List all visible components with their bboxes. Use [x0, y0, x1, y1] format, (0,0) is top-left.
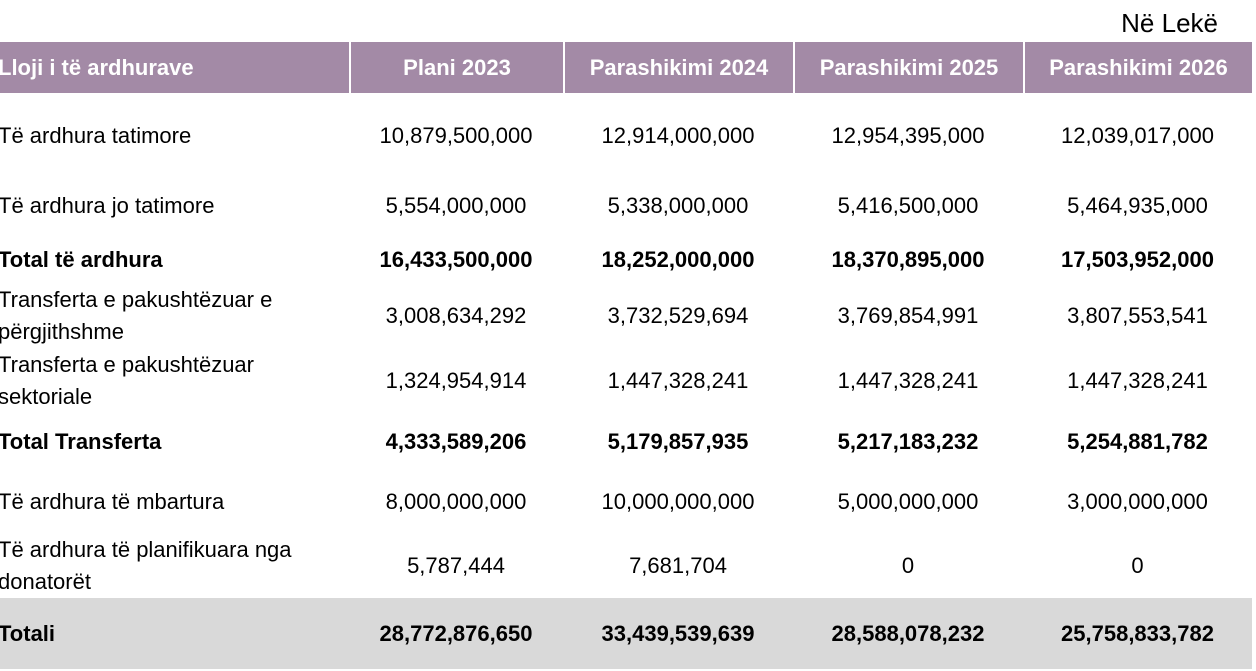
header-plan-2023: Plani 2023 [349, 42, 563, 95]
row-label: Të ardhura të mbartura [0, 489, 225, 514]
cell-2024: 12,914,000,000 [601, 122, 755, 148]
cell-2026: 12,039,017,000 [1061, 122, 1214, 148]
subtotal-row: Total Transferta 4,333,589,206 5,179,857… [0, 414, 1252, 470]
header-forecast-2025: Parashikimi 2025 [793, 42, 1023, 95]
cell-2026: 3,807,553,541 [1067, 303, 1208, 328]
cell-2023: 5,554,000,000 [385, 193, 527, 218]
table-row: Të ardhura tatimore 10,879,500,000 12,91… [0, 95, 1252, 176]
row-label: Total të ardhura [0, 247, 163, 272]
cell-2023: 10,879,500,000 [379, 122, 533, 148]
cell-2025: 18,370,895,000 [831, 247, 985, 272]
cell-2023: 1,324,954,914 [385, 368, 527, 393]
cell-2024: 10,000,000,000 [601, 489, 755, 514]
header-revenue-type: Lloji i të ardhurave [0, 42, 349, 95]
cell-2024: 7,681,704 [629, 553, 727, 578]
table-header-row: Lloji i të ardhurave Plani 2023 Parashik… [0, 42, 1252, 95]
cell-2026: 5,254,881,782 [1067, 429, 1208, 454]
table-row: Të ardhura të mbartura 8,000,000,000 10,… [0, 470, 1252, 534]
row-label: Totali [0, 598, 349, 669]
cell-2023: 28,772,876,650 [349, 598, 563, 669]
cell-2025: 12,954,395,000 [831, 122, 985, 148]
cell-2025: 5,217,183,232 [837, 429, 979, 454]
grand-total-row: Totali 28,772,876,650 33,439,539,639 28,… [0, 598, 1252, 669]
cell-2026: 17,503,952,000 [1061, 247, 1214, 272]
cell-2024: 5,179,857,935 [607, 429, 749, 454]
cell-2025: 5,416,500,000 [837, 193, 979, 218]
cell-2024: 1,447,328,241 [607, 368, 749, 393]
cell-2023: 16,433,500,000 [379, 247, 533, 272]
cell-2026: 5,464,935,000 [1067, 193, 1208, 218]
cell-2026: 1,447,328,241 [1067, 368, 1208, 393]
cell-2024: 3,732,529,694 [607, 303, 749, 328]
row-label: Të ardhura jo tatimore [0, 193, 215, 218]
revenue-table: Lloji i të ardhurave Plani 2023 Parashik… [0, 42, 1252, 669]
cell-2025: 3,769,854,991 [837, 303, 979, 328]
cell-2025: 28,588,078,232 [793, 598, 1023, 669]
cell-2026: 25,758,833,782 [1023, 598, 1252, 669]
header-forecast-2024: Parashikimi 2024 [563, 42, 793, 95]
row-label: Transferta e pakushtëzuar sektoriale [0, 352, 254, 409]
row-label: Të ardhura tatimore [0, 122, 192, 148]
row-label: Total Transferta [0, 429, 162, 454]
cell-2024: 18,252,000,000 [601, 247, 755, 272]
cell-2023: 5,787,444 [407, 553, 505, 578]
cell-2023: 8,000,000,000 [385, 489, 527, 514]
cell-2023: 3,008,634,292 [385, 303, 527, 328]
row-label: Transferta e pakushtëzuar e përgjithshme [0, 287, 273, 344]
cell-2025: 5,000,000,000 [837, 489, 979, 514]
table-row: Transferta e pakushtëzuar e përgjithshme… [0, 284, 1252, 348]
cell-2026: 0 [1131, 553, 1144, 578]
cell-2023: 4,333,589,206 [385, 429, 527, 454]
cell-2026: 3,000,000,000 [1067, 489, 1208, 514]
table-row: Të ardhura jo tatimore 5,554,000,000 5,3… [0, 176, 1252, 236]
table-row: Transferta e pakushtëzuar sektoriale 1,3… [0, 348, 1252, 414]
header-forecast-2026: Parashikimi 2026 [1023, 42, 1252, 95]
cell-2024: 5,338,000,000 [607, 193, 749, 218]
currency-note: Në Lekë [1121, 8, 1218, 38]
table-row: Të ardhura të planifikuara nga donatorët… [0, 534, 1252, 598]
cell-2025: 0 [901, 553, 915, 578]
subtotal-row: Total të ardhura 16,433,500,000 18,252,0… [0, 236, 1252, 284]
row-label: Të ardhura të planifikuara nga donatorët [0, 537, 292, 594]
cell-2025: 1,447,328,241 [837, 368, 979, 393]
cell-2024: 33,439,539,639 [563, 598, 793, 669]
